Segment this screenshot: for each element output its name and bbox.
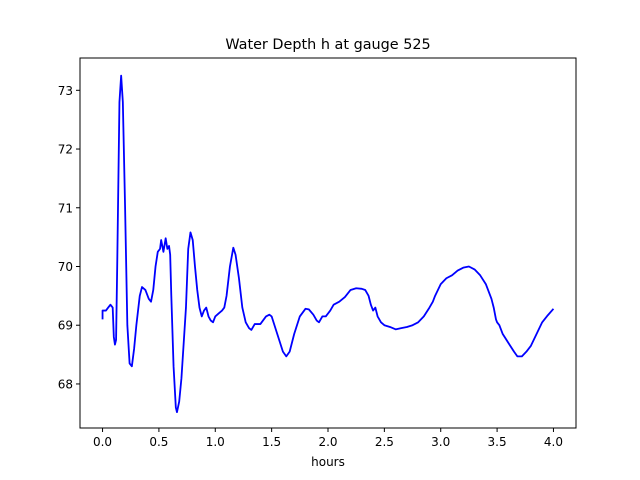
x-tick-label: 0.0 [93,435,112,449]
axes-frame [79,57,577,429]
plot-area [79,57,577,429]
x-tick-label: 3.5 [488,435,507,449]
x-axis: 0.0 0.5 1.0 1.5 2.0 2.5 3.0 3.5 4.0 [93,428,563,449]
chart-title: Water Depth h at gauge 525 [225,37,430,53]
series-line [101,74,555,414]
x-tick-label: 0.5 [149,435,168,449]
y-tick-label: 73 [58,84,73,98]
y-axis: 68 69 70 71 72 73 [58,84,80,391]
x-tick-label: 1.0 [206,435,225,449]
x-tick-label: 2.0 [318,435,337,449]
y-tick-label: 72 [58,143,73,157]
x-tick-label: 1.5 [262,435,281,449]
y-tick-label: 68 [58,377,73,391]
y-tick-label: 69 [58,319,73,333]
y-tick-label: 71 [58,201,73,215]
x-axis-label: hours [311,455,345,469]
x-tick-label: 4.0 [544,435,563,449]
x-tick-label: 3.0 [431,435,450,449]
y-tick-label: 70 [58,260,73,274]
x-tick-label: 2.5 [375,435,394,449]
